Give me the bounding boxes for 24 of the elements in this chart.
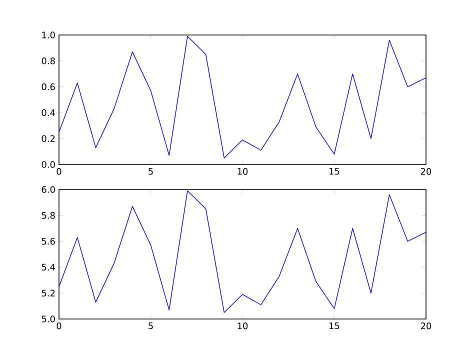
y-tick-label: 0.0 <box>42 161 55 168</box>
y-tick-label: 6.0 <box>42 186 55 193</box>
x-tick-label: 0 <box>56 168 62 175</box>
x-tick-label: 15 <box>330 322 340 330</box>
y-tick-label: 5.6 <box>42 238 55 245</box>
x-tick-label: 0 <box>56 322 62 330</box>
x-tick-label: 5 <box>148 322 153 330</box>
x-tick-label: 5 <box>148 168 153 175</box>
y-tick-label: 5.8 <box>42 212 55 219</box>
y-tick-label: 5.0 <box>42 316 55 322</box>
y-tick-label: 0.2 <box>42 135 55 142</box>
x-tick-label: 10 <box>238 168 248 175</box>
y-tick-label: 5.4 <box>42 264 55 271</box>
y-tick-label: 0.8 <box>42 58 55 64</box>
line-series <box>59 36 426 158</box>
y-tick-label: 0.4 <box>42 109 55 116</box>
x-tick-label: 20 <box>420 168 432 175</box>
x-tick-label: 10 <box>238 322 248 330</box>
y-tick-label: 5.2 <box>42 290 55 296</box>
y-tick-label: 0.6 <box>42 83 55 90</box>
x-tick-label: 20 <box>420 322 432 330</box>
line-series <box>59 190 426 313</box>
x-tick-label: 15 <box>330 168 340 175</box>
y-tick-label: 1.0 <box>42 32 55 38</box>
